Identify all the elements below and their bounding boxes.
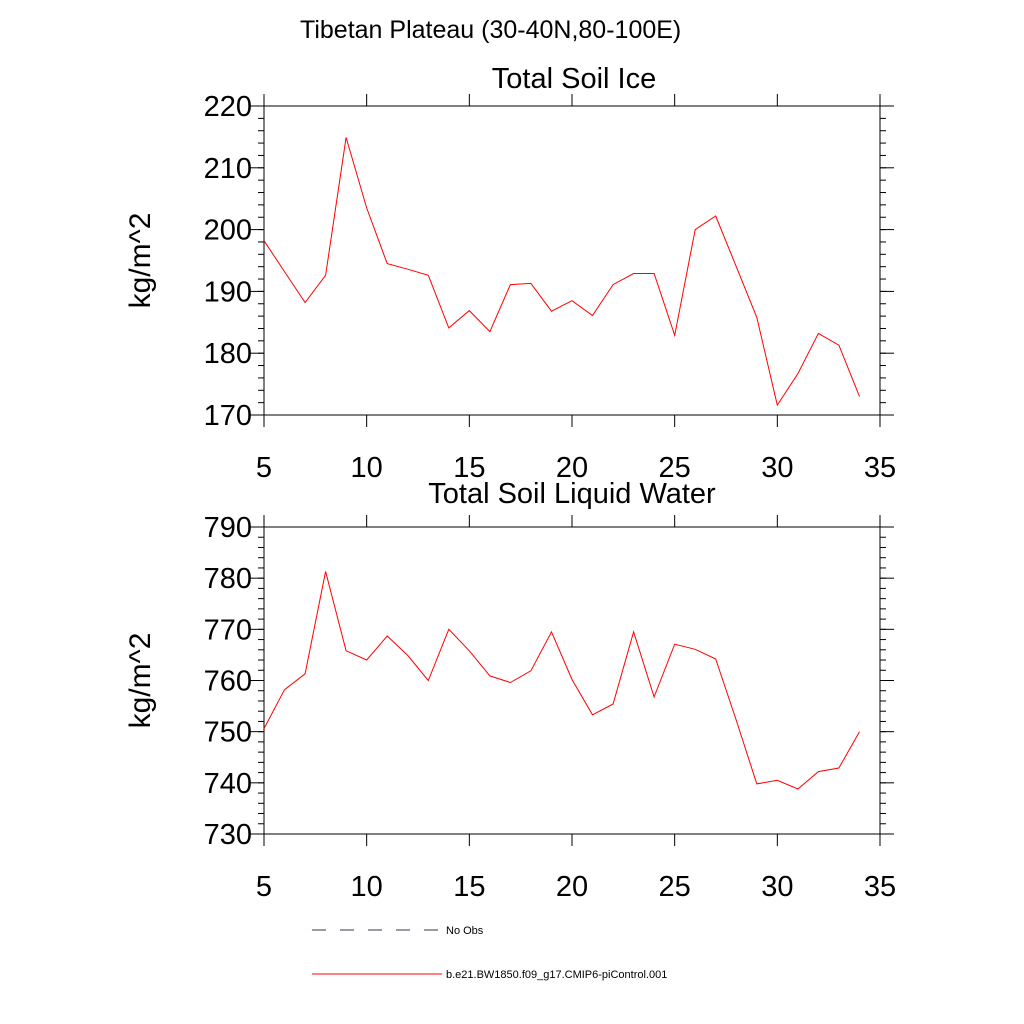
x-tick-label: 10 xyxy=(351,452,383,484)
y-tick-label: 790 xyxy=(204,512,252,544)
x-tick-label: 30 xyxy=(761,871,793,903)
chart-title: Total Soil Liquid Water xyxy=(428,478,716,510)
series-line xyxy=(263,137,860,407)
y-tick-label: 180 xyxy=(204,338,252,370)
y-tick-label: 750 xyxy=(204,717,252,749)
legend-label-picontrol: b.e21.BW1850.f09_g17.CMIP6-piControl.001 xyxy=(446,969,667,981)
plot-frame xyxy=(263,526,881,835)
chart-panel-soil-liquid-water: Total Soil Liquid Water kg/m^2 5 10 15 20 25 30… xyxy=(124,478,896,903)
x-tick-label: 25 xyxy=(659,452,691,484)
x-tick-label: 35 xyxy=(864,452,896,484)
x-tick-label: 30 xyxy=(761,452,793,484)
y-tick-label: 170 xyxy=(204,400,252,432)
x-tick-label: 10 xyxy=(351,871,383,903)
x-tick-label: 15 xyxy=(453,452,485,484)
y-tick-label: 200 xyxy=(204,215,252,247)
y-tick-label: 740 xyxy=(204,768,252,800)
y-tick-label: 730 xyxy=(204,819,252,851)
x-tick-label: 5 xyxy=(256,452,272,484)
chart-title: Total Soil Ice xyxy=(492,63,656,95)
plot-frame xyxy=(263,105,881,416)
y-tick-label: 220 xyxy=(204,91,252,123)
x-tick-label: 15 xyxy=(453,871,485,903)
legend-label-no-obs: No Obs xyxy=(446,925,484,937)
x-tick-label: 20 xyxy=(556,871,588,903)
series-line xyxy=(263,571,860,790)
y-tick-label: 210 xyxy=(204,153,252,185)
legend: No Obs b.e21.BW1850.f09_g17.CMIP6-piCont… xyxy=(312,925,667,981)
y-tick-label: 190 xyxy=(204,276,252,308)
y-axis-label: kg/m^2 xyxy=(124,213,157,309)
chart-panel-soil-ice: Total Soil Ice kg/m^2 5 10 15 20 25 30 35 170 180 1… xyxy=(124,63,896,484)
x-tick-label: 20 xyxy=(556,452,588,484)
y-tick-label: 770 xyxy=(204,614,252,646)
y-tick-label: 760 xyxy=(204,666,252,698)
y-tick-label: 780 xyxy=(204,563,252,595)
y-axis-label: kg/m^2 xyxy=(124,633,157,729)
x-tick-label: 25 xyxy=(659,871,691,903)
x-tick-label: 5 xyxy=(256,871,272,903)
x-tick-label: 35 xyxy=(864,871,896,903)
figure-title: Tibetan Plateau (30-40N,80-100E) xyxy=(300,16,682,44)
